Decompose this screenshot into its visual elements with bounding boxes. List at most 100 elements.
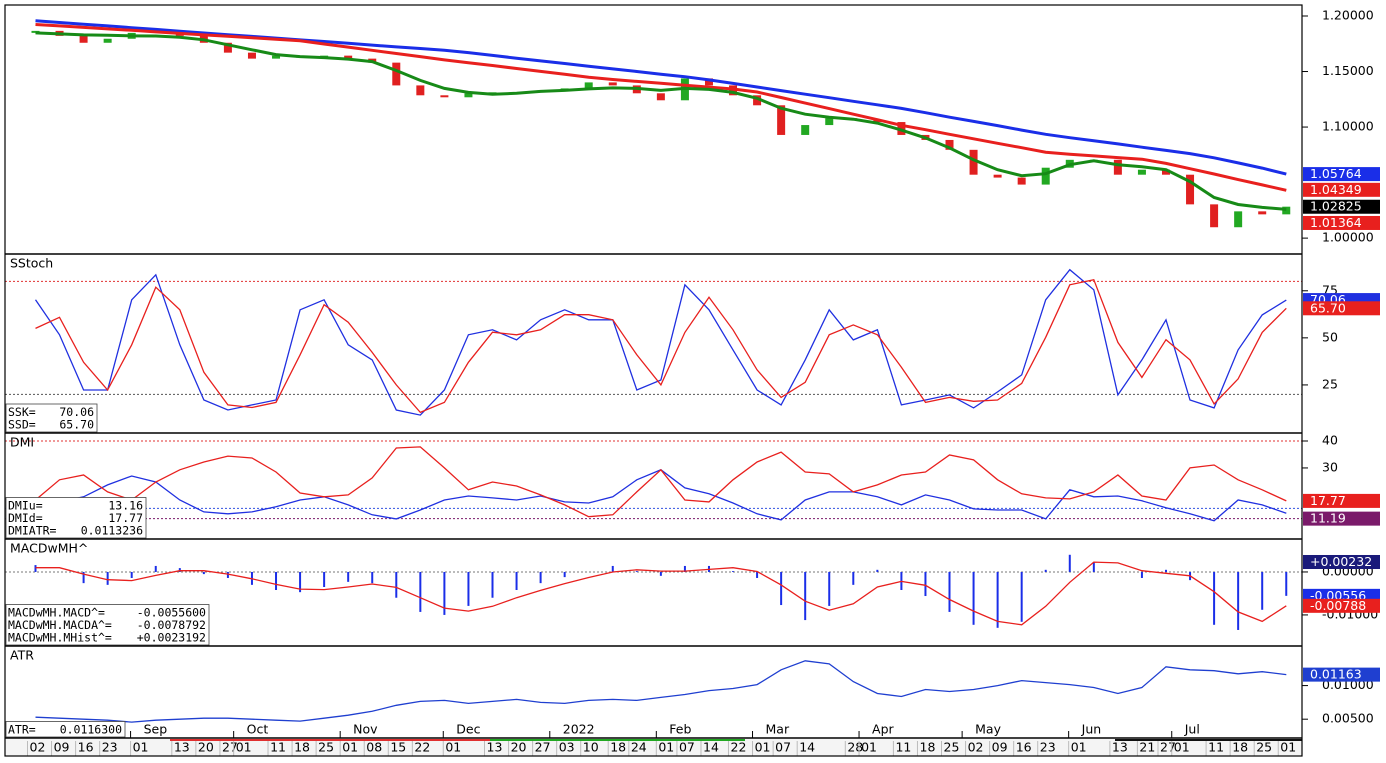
panel-plot bbox=[31, 19, 1291, 228]
x-tick-label: 23 bbox=[1040, 740, 1056, 755]
legend-box bbox=[5, 721, 126, 738]
y-tick-label: 40 bbox=[1322, 433, 1338, 448]
y-tick-label: 1.10000 bbox=[1322, 119, 1374, 134]
x-tick-label: 11 bbox=[1208, 740, 1224, 755]
x-tick-label: 25 bbox=[318, 740, 334, 755]
series-line bbox=[35, 561, 1287, 626]
x-tick-label: 27 bbox=[535, 740, 551, 755]
candle bbox=[1041, 167, 1050, 185]
candle bbox=[464, 93, 473, 98]
candle bbox=[584, 82, 593, 89]
candle bbox=[1282, 206, 1291, 215]
candle bbox=[704, 78, 713, 86]
candle bbox=[1186, 174, 1195, 205]
value-marker bbox=[1303, 199, 1380, 214]
legend-name: DMIu= bbox=[8, 498, 43, 512]
legend-value: 13.16 bbox=[108, 498, 143, 512]
x-tick-label: 14 bbox=[799, 740, 815, 755]
month-label: Apr bbox=[872, 722, 894, 737]
candle bbox=[825, 118, 834, 126]
candle bbox=[223, 42, 232, 53]
legend-box bbox=[5, 604, 210, 646]
candle bbox=[993, 174, 1002, 178]
x-tick-label: 16 bbox=[1016, 740, 1032, 755]
value-marker-label: 17.77 bbox=[1310, 493, 1346, 508]
x-tick-label: 09 bbox=[54, 740, 70, 755]
x-tick-label: 07 bbox=[679, 740, 695, 755]
candle bbox=[247, 52, 256, 59]
month-label: May bbox=[975, 722, 1001, 737]
x-tick-label: 20 bbox=[511, 740, 527, 755]
x-tick-label: 25 bbox=[944, 740, 960, 755]
legend-box bbox=[5, 497, 147, 539]
legend-name: MACDwMH.MACDA^= bbox=[8, 618, 112, 632]
candle bbox=[1017, 177, 1026, 185]
x-tick-label: 25 bbox=[1256, 740, 1272, 755]
candle bbox=[945, 139, 954, 150]
candle bbox=[79, 35, 88, 43]
month-label: Jun bbox=[1081, 722, 1102, 737]
x-tick-label: 03 bbox=[559, 740, 575, 755]
legend-name: MACDwMH.MHist^= bbox=[8, 630, 112, 644]
x-tick-label: 21 bbox=[1139, 740, 1155, 755]
x-tick-label: 22 bbox=[731, 740, 747, 755]
legend-box bbox=[5, 403, 98, 433]
series-line bbox=[35, 23, 1287, 192]
legend-value: 70.06 bbox=[59, 405, 94, 419]
value-marker bbox=[1303, 167, 1380, 182]
candle bbox=[969, 149, 978, 175]
y-tick-label: 30 bbox=[1322, 459, 1338, 474]
x-tick-label: 18 bbox=[610, 740, 626, 755]
x-tick-label: 22 bbox=[414, 740, 430, 755]
panel-title: ATR bbox=[10, 648, 34, 663]
value-marker-label: 1.05764 bbox=[1310, 166, 1362, 181]
legend-name: SSD= bbox=[8, 417, 36, 431]
value-marker bbox=[1303, 493, 1380, 508]
value-marker bbox=[1303, 554, 1380, 569]
x-tick-label: 18 bbox=[294, 740, 310, 755]
legend-value: 0.0116300 bbox=[60, 722, 122, 736]
x-tick-label: 01 bbox=[236, 740, 252, 755]
candle bbox=[753, 95, 762, 106]
x-tick-label: 14 bbox=[703, 740, 719, 755]
candle bbox=[392, 62, 401, 86]
panel-plot bbox=[5, 554, 1302, 630]
candle bbox=[1234, 211, 1243, 228]
x-tick-label: 15 bbox=[390, 740, 406, 755]
date-axis-segment bbox=[490, 739, 745, 741]
x-tick-label: 23 bbox=[102, 740, 118, 755]
x-tick-label: 01 bbox=[861, 740, 877, 755]
value-marker-label: 11.19 bbox=[1310, 511, 1346, 526]
value-marker-label: 1.02825 bbox=[1310, 199, 1362, 214]
value-marker-label: 65.70 bbox=[1310, 300, 1346, 315]
candle bbox=[440, 95, 449, 98]
candle bbox=[777, 105, 786, 135]
panel-title: DMI bbox=[10, 435, 34, 450]
y-tick-label: 50 bbox=[1322, 329, 1338, 344]
panel-plot bbox=[5, 440, 1302, 522]
month-label: Jul bbox=[1184, 722, 1200, 737]
legend-name: MACDwMH.MACD^= bbox=[8, 605, 105, 619]
candle bbox=[416, 85, 425, 96]
month-label: Oct bbox=[247, 722, 269, 737]
date-axis-segment bbox=[1115, 739, 1302, 741]
x-tick-label: 01 bbox=[658, 740, 674, 755]
legend-value: +0.0023192 bbox=[137, 630, 206, 644]
date-axis-segment bbox=[170, 739, 490, 741]
candle bbox=[897, 122, 906, 135]
legend-name: ATR= bbox=[8, 722, 36, 736]
x-tick-label: 18 bbox=[920, 740, 936, 755]
legend-name: SSK= bbox=[8, 405, 36, 419]
candle bbox=[31, 30, 40, 33]
value-marker-label: 1.04349 bbox=[1310, 182, 1362, 197]
x-tick-label: 01 bbox=[342, 740, 358, 755]
value-marker bbox=[1303, 215, 1380, 230]
value-marker-label: 0.01163 bbox=[1310, 667, 1362, 682]
value-marker bbox=[1303, 598, 1380, 613]
panel-title: SStoch bbox=[10, 256, 53, 271]
y-tick-label: 1.00000 bbox=[1322, 230, 1374, 245]
x-tick-label: 07 bbox=[775, 740, 791, 755]
legend-name: DMId= bbox=[8, 511, 43, 525]
